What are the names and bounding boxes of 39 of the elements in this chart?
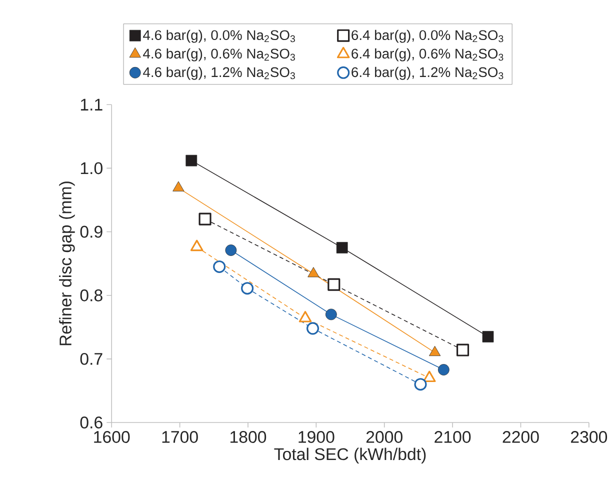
y-axis-title: Refiner disc gap (mm) <box>59 182 75 346</box>
y-tick-label: 0.9 <box>80 226 102 238</box>
x-tick-label: 2200 <box>502 430 539 443</box>
point <box>456 344 470 356</box>
y-tick-label: 0.6 <box>80 416 102 428</box>
x-tick-label: 1700 <box>162 430 198 443</box>
point <box>306 322 320 335</box>
point <box>328 278 340 291</box>
y-tick-label: 1.1 <box>80 98 102 110</box>
point <box>186 154 198 166</box>
y-tick-label: 0.8 <box>80 289 102 302</box>
point <box>190 240 204 251</box>
legend-label: 4.6 bar(g), 0.0% Na$_{2}$SO$_{3}$ <box>143 30 295 43</box>
x-tick-label: 1600 <box>94 430 130 443</box>
point <box>172 181 184 192</box>
legend-label: 4.6 bar(g), 0.6% Na$_{2}$SO$_{3}$ <box>143 48 295 62</box>
x-tick-label: 1800 <box>230 430 266 443</box>
x-tick-label: 2000 <box>366 430 402 443</box>
point <box>482 330 494 342</box>
point <box>198 212 212 226</box>
point <box>308 266 320 278</box>
y-tick-label: 1.0 <box>80 162 102 174</box>
legend-label: 4.6 bar(g), 1.2% Na$_{2}$SO$_{3}$ <box>143 66 295 80</box>
point <box>298 310 312 322</box>
point <box>213 260 226 273</box>
y-tick-label: 0.7 <box>80 352 102 365</box>
point <box>325 308 337 320</box>
legend-label: 6.4 bar(g), 1.2% Na$_{2}$SO$_{3}$ <box>352 66 504 80</box>
x-tick-label: 2100 <box>434 430 471 443</box>
legend-label: 6.4 bar(g), 0.6% Na$_{2}$SO$_{3}$ <box>352 48 504 62</box>
point <box>225 244 237 256</box>
legend-label: 6.4 bar(g), 0.0% Na$_{2}$SO$_{3}$ <box>352 30 504 43</box>
x-axis-title: Total SEC (kWh/bdt) <box>274 448 426 464</box>
point <box>414 378 427 391</box>
point <box>241 282 254 295</box>
x-tick-label: 2300 <box>571 430 608 443</box>
x-tick-label: 1900 <box>298 430 334 443</box>
point <box>336 242 348 254</box>
point <box>438 364 450 376</box>
